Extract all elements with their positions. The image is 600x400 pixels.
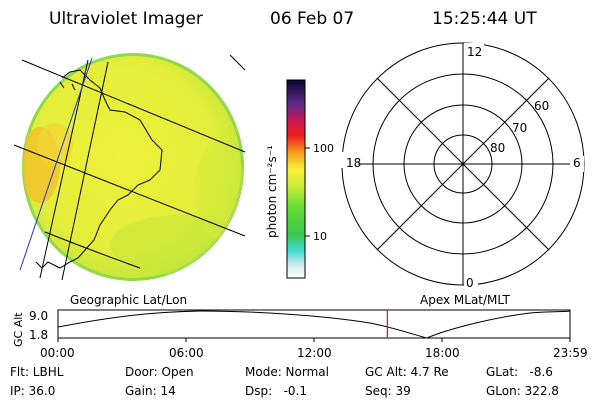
- info-gc-alt: GC Alt: 4.7 Re: [365, 365, 449, 379]
- x-tick-2359: 23:59: [553, 346, 588, 360]
- mlt-label-0: 0: [466, 276, 474, 290]
- colorbar-tick-100: 100: [313, 142, 334, 155]
- altitude-plot-frame: [57, 309, 571, 339]
- y-tick-1-8: 1.8: [29, 328, 48, 342]
- colorbar: [286, 79, 306, 279]
- x-tick-0600: 06:00: [169, 346, 204, 360]
- info-door: Door: Open: [125, 365, 194, 379]
- x-tick-0000: 00:00: [40, 346, 75, 360]
- colorbar-ticks: [305, 147, 310, 237]
- info-mode: Mode: Normal: [245, 365, 329, 379]
- info-dsp: Dsp: -0.1: [245, 384, 308, 398]
- timeline-ticks: [57, 338, 571, 342]
- info-glat: GLat: -8.6: [486, 365, 553, 379]
- mlat-label-70: 70: [512, 121, 527, 135]
- mlt-label-18: 18: [346, 156, 361, 170]
- observation-date: 06 Feb 07: [270, 9, 355, 29]
- timeline-axis-label: GC Alt: [12, 312, 25, 347]
- info-seq: Seq: 39: [365, 384, 411, 398]
- mlat-label-80: 80: [490, 141, 505, 155]
- altitude-curve: [57, 310, 571, 339]
- timeline-right-label: Apex MLat/MLT: [420, 293, 510, 307]
- timeline-left-label: Geographic Lat/Lon: [70, 293, 187, 307]
- x-tick-1800: 18:00: [425, 346, 460, 360]
- mlat-label-60: 60: [534, 99, 549, 113]
- x-tick-1200: 12:00: [297, 346, 332, 360]
- info-ip: IP: 36.0: [10, 384, 56, 398]
- imager-title: Ultraviolet Imager: [49, 9, 203, 29]
- info-glon: GLon: 322.8: [486, 384, 559, 398]
- y-tick-9: 9.0: [29, 309, 48, 323]
- info-gain: Gain: 14: [125, 384, 176, 398]
- geo-grid-lines: [13, 54, 246, 281]
- coastline-outline: [35, 69, 163, 269]
- colorbar-tick-10: 10: [313, 230, 327, 243]
- observation-time: 15:25:44 UT: [432, 9, 537, 29]
- colorbar-unit-label: photon cm⁻²s⁻¹: [265, 145, 279, 238]
- mlt-label-6: 6: [573, 156, 581, 170]
- info-filter: Flt: LBHL: [10, 365, 64, 379]
- mlt-label-12: 12: [467, 45, 482, 59]
- polar-dial: [341, 42, 585, 286]
